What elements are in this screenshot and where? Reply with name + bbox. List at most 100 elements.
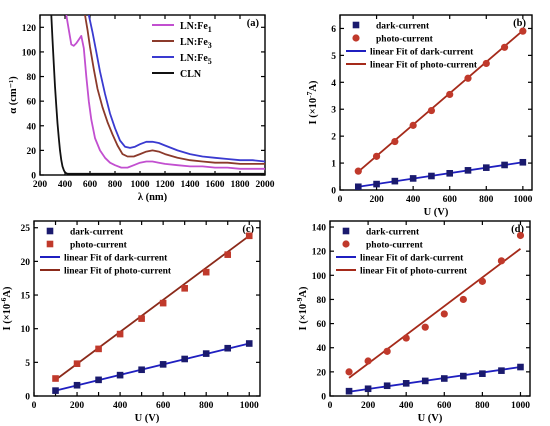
- data-point: [460, 372, 467, 380]
- y-tick-label: 120: [22, 24, 37, 34]
- data-point: [95, 345, 102, 353]
- x-tick-label: 0: [328, 401, 333, 411]
- y-axis-label: I (×10-6A): [0, 286, 13, 331]
- data-point: [498, 367, 505, 374]
- data-point: [73, 381, 81, 389]
- y-axis-label-part: I (×10: [298, 304, 309, 331]
- y-tick-label: 20: [317, 368, 327, 378]
- legend-label: linear Fit of dark-current: [370, 48, 474, 58]
- data-point: [391, 177, 399, 185]
- data-point: [421, 377, 429, 385]
- y-tick-label: 20: [27, 147, 37, 157]
- data-point: [364, 357, 372, 365]
- y-tick-label: 20: [21, 258, 31, 268]
- data-point: [52, 387, 59, 394]
- x-tick-label: 1000: [131, 180, 150, 190]
- data-point: [421, 323, 429, 331]
- legend-label: LN:Fe5: [180, 53, 212, 66]
- data-point: [181, 285, 188, 292]
- x-tick-label: 600: [437, 401, 452, 411]
- data-point: [478, 277, 486, 285]
- x-tick-label: 1800: [231, 180, 250, 190]
- data-point: [116, 330, 124, 338]
- data-point: [409, 121, 417, 129]
- data-point: [245, 340, 253, 347]
- legend-subscript: 5: [208, 57, 212, 66]
- data-point: [519, 158, 527, 166]
- data-point: [372, 152, 381, 160]
- y-tick-label: 0: [331, 187, 336, 197]
- data-point: [479, 370, 486, 377]
- x-axis-label: U (V): [424, 207, 449, 218]
- data-point: [383, 382, 391, 390]
- y-tick-label: 40: [27, 122, 37, 132]
- y-tick-label: 1: [331, 160, 336, 170]
- x-tick-label: 600: [83, 180, 98, 190]
- data-point: [373, 180, 380, 188]
- fit-line: [348, 366, 521, 393]
- data-point: [464, 74, 472, 82]
- data-point: [345, 368, 353, 376]
- data-point: [364, 385, 372, 393]
- fit-line: [358, 161, 523, 188]
- data-point: [95, 376, 102, 384]
- legend-marker: [352, 34, 360, 42]
- data-point: [345, 387, 353, 395]
- x-tick-label: 1000: [513, 195, 532, 205]
- data-point: [517, 363, 524, 371]
- y-tick-label: 100: [312, 272, 327, 282]
- panel-label: (d): [511, 224, 524, 235]
- axes-frame: [39, 14, 266, 176]
- data-point: [52, 375, 59, 382]
- y-axis-label-part: A): [308, 80, 319, 92]
- series-line: [65, 15, 265, 170]
- y-tick-label: 5: [331, 52, 336, 62]
- data-point: [427, 106, 436, 115]
- y-tick-label: 5: [25, 359, 30, 369]
- x-tick-label: 600: [156, 401, 171, 411]
- data-point: [446, 90, 454, 99]
- data-point: [181, 355, 188, 363]
- chart-panel-1: 0 200 400 600 800 1000 0 1 2 3 4 5 6 U (V) (b) I (×10-7…: [305, 14, 533, 218]
- y-axis-label-part: -7: [305, 91, 314, 97]
- y-axis-label-part: -6: [0, 297, 8, 303]
- plot-area: [50, 15, 265, 175]
- x-tick-label: 200: [369, 195, 384, 205]
- y-tick-label: 0: [321, 393, 326, 403]
- legend-label: dark-current: [70, 228, 124, 238]
- legend-subscript: 1: [208, 25, 212, 34]
- data-point: [402, 380, 410, 387]
- x-tick-label: 600: [443, 195, 458, 205]
- y-tick-label: 0: [25, 393, 30, 403]
- y-axis-label-part: I (×10: [308, 98, 319, 125]
- x-tick-label: 200: [361, 401, 376, 411]
- x-tick-label: 800: [475, 401, 490, 411]
- data-point: [459, 295, 467, 304]
- x-axis-label: U (V): [418, 413, 443, 424]
- series-line: [87, 15, 265, 163]
- y-tick-label: 140: [312, 224, 327, 234]
- legend-marker: [46, 240, 54, 248]
- axes-frame: [33, 220, 261, 397]
- data-point: [464, 167, 472, 174]
- data-point: [440, 375, 448, 382]
- legend-label: linear Fit of photo-current: [64, 267, 172, 277]
- legend-label: LN:Fe1: [180, 21, 212, 34]
- panel-label: (c): [242, 224, 254, 235]
- data-point: [245, 232, 253, 240]
- y-axis-label: I (×10-9A): [295, 286, 309, 331]
- y-tick-label: 15: [21, 292, 31, 302]
- y-tick-label: 60: [317, 320, 327, 330]
- y-axis-label-part: A): [2, 286, 13, 298]
- x-tick-label: 2000: [256, 180, 275, 190]
- fit-line: [348, 248, 522, 379]
- chart-panel-3: 0 200 400 600 800 1000 0 20 40 60 80 100 120 140 U (V)…: [295, 220, 531, 424]
- x-tick-label: 0: [338, 195, 343, 205]
- y-tick-label: 100: [22, 48, 37, 58]
- data-point: [159, 361, 167, 368]
- data-point: [519, 27, 527, 35]
- legend-label: CLN: [180, 69, 202, 80]
- x-tick-label: 1400: [181, 180, 200, 190]
- panel-label: (b): [513, 18, 526, 29]
- y-axis-label: I (×10-7A): [305, 80, 319, 125]
